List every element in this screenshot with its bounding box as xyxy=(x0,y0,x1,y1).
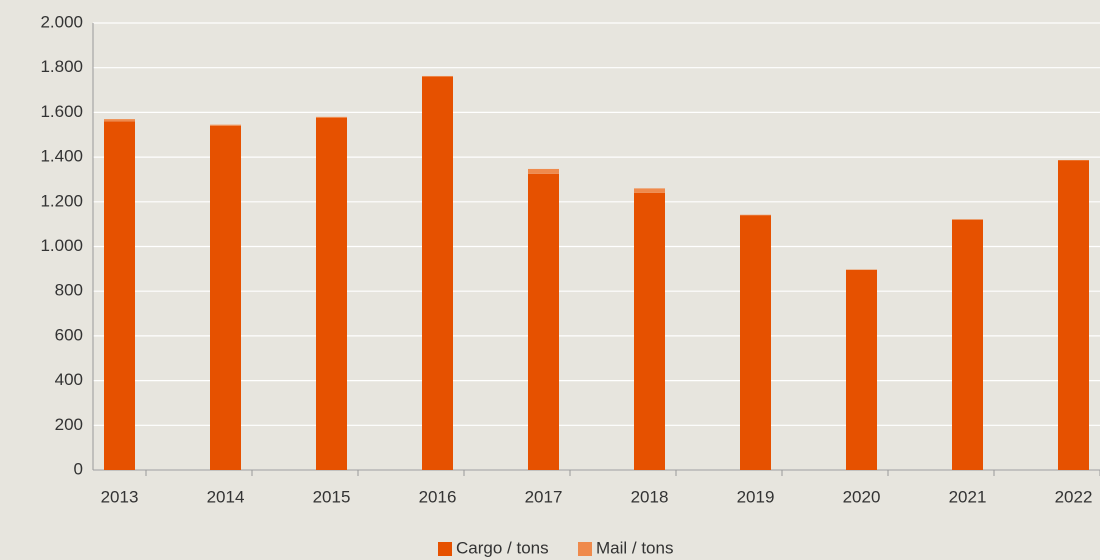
bar-segment xyxy=(846,269,877,470)
bar-segment xyxy=(528,173,559,471)
y-tick-label: 1.200 xyxy=(40,191,83,210)
legend-swatch xyxy=(578,542,592,556)
bar-segment xyxy=(528,168,559,174)
y-tick-label: 1.800 xyxy=(40,57,83,76)
y-tick-label: 200 xyxy=(55,415,83,434)
x-tick-label: 2016 xyxy=(419,487,457,506)
bar-segment xyxy=(1058,160,1089,470)
x-tick-label: 2021 xyxy=(949,487,987,506)
x-tick-label: 2022 xyxy=(1055,487,1093,506)
x-tick-label: 2020 xyxy=(843,487,881,506)
y-tick-label: 800 xyxy=(55,281,83,300)
bar-segment xyxy=(104,119,135,122)
legend-label: Cargo / tons xyxy=(456,538,549,557)
y-tick-label: 1.400 xyxy=(40,147,83,166)
bar-segment xyxy=(316,117,347,471)
bar-segment xyxy=(210,125,241,470)
x-tick-label: 2017 xyxy=(525,487,563,506)
bar-segment xyxy=(210,124,241,126)
x-tick-label: 2018 xyxy=(631,487,669,506)
bar-segment xyxy=(422,75,453,77)
x-tick-label: 2014 xyxy=(207,487,245,506)
legend-swatch xyxy=(438,542,452,556)
bar-segment xyxy=(316,116,347,118)
bar-segment xyxy=(422,76,453,470)
bar-segment xyxy=(740,215,771,470)
bar-segment xyxy=(104,121,135,470)
x-tick-label: 2013 xyxy=(101,487,139,506)
y-tick-label: 1.600 xyxy=(40,102,83,121)
y-tick-label: 1.000 xyxy=(40,236,83,255)
y-tick-label: 0 xyxy=(74,459,83,478)
bar-segment xyxy=(634,192,665,471)
y-tick-label: 400 xyxy=(55,370,83,389)
y-tick-label: 600 xyxy=(55,325,83,344)
x-tick-label: 2015 xyxy=(313,487,351,506)
y-tick-label: 2.000 xyxy=(40,12,83,31)
bar-segment xyxy=(634,188,665,193)
bar-segment xyxy=(952,219,983,470)
legend-label: Mail / tons xyxy=(596,538,673,557)
x-tick-label: 2019 xyxy=(737,487,775,506)
